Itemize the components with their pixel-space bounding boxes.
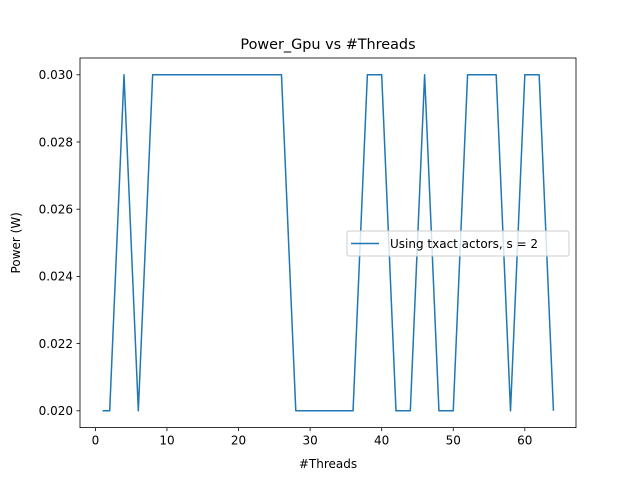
x-tick-label: 10 xyxy=(159,434,174,448)
legend: Using txact actors, s = 2 xyxy=(346,230,570,257)
legend-label: Using txact actors, s = 2 xyxy=(390,237,538,251)
x-tick-label: 0 xyxy=(92,434,100,448)
y-tick-label: 0.030 xyxy=(39,68,73,82)
y-tick-label: 0.028 xyxy=(39,135,73,149)
legend-box xyxy=(346,230,570,257)
y-axis-label: Power (W) xyxy=(9,212,23,273)
x-tick-label: 30 xyxy=(302,434,317,448)
chart-title: Power_Gpu vs #Threads xyxy=(240,37,415,53)
plot-frame xyxy=(79,57,577,429)
y-axis: 0.020 0.022 0.024 0.026 0.028 0.030 xyxy=(39,68,80,418)
y-tick-label: 0.020 xyxy=(39,404,73,418)
x-tick-label: 20 xyxy=(231,434,246,448)
x-tick-label: 60 xyxy=(517,434,532,448)
series-line xyxy=(102,74,555,412)
y-tick-label: 0.026 xyxy=(39,203,73,217)
x-axis: 0 10 20 30 40 50 60 xyxy=(92,427,532,448)
series-layer xyxy=(102,74,555,412)
x-axis-label: #Threads xyxy=(299,457,357,471)
y-tick-label: 0.024 xyxy=(39,270,73,284)
y-tick-label: 0.022 xyxy=(39,337,73,351)
x-tick-label: 40 xyxy=(374,434,389,448)
x-tick-label: 50 xyxy=(446,434,461,448)
